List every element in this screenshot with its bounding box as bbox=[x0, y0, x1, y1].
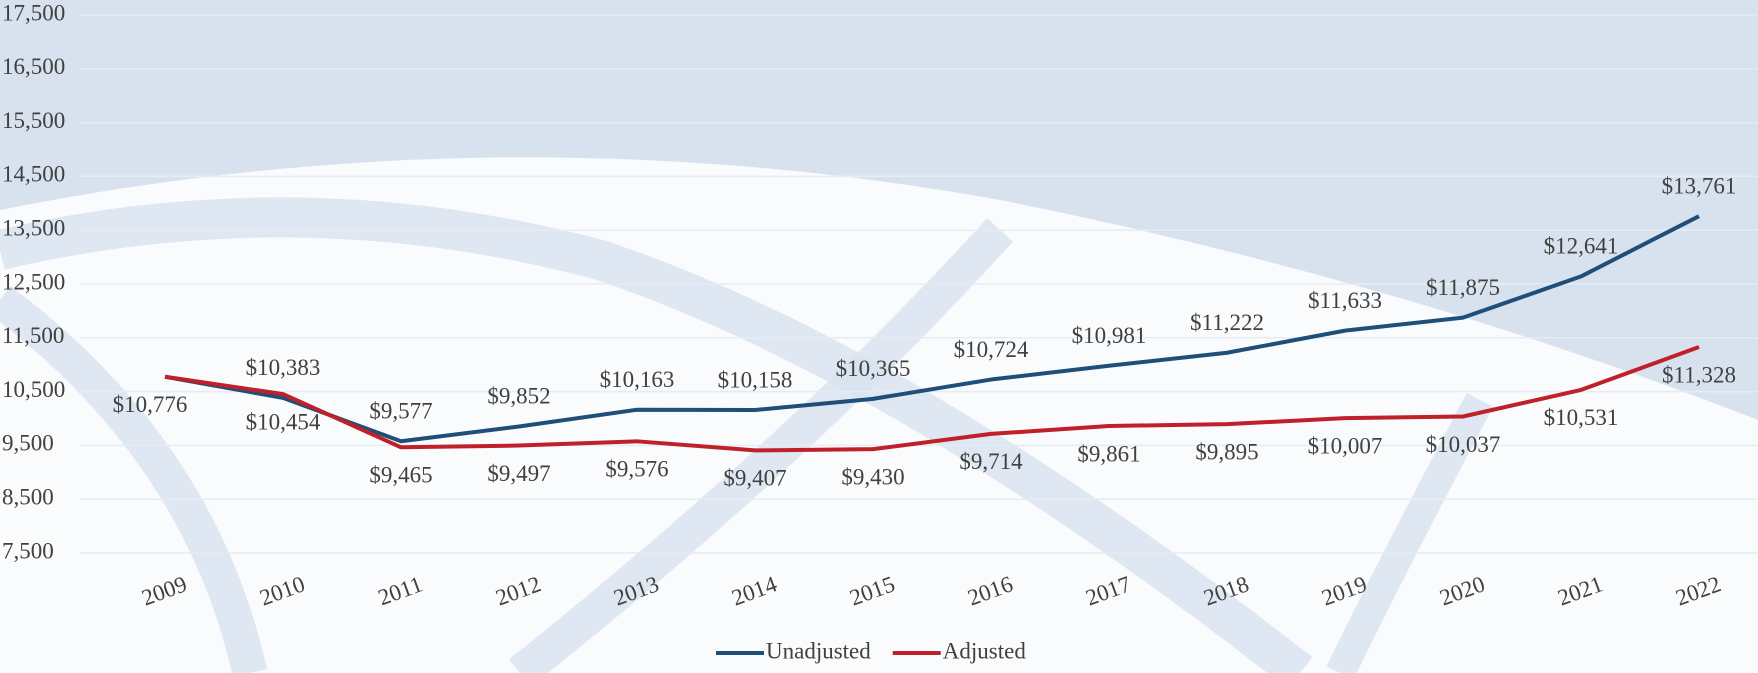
legend-label: Adjusted bbox=[943, 638, 1027, 663]
data-label: $10,037 bbox=[1426, 432, 1501, 457]
y-tick-label: 8,500 bbox=[2, 484, 54, 509]
background-arc bbox=[0, 197, 1313, 673]
data-label: $11,328 bbox=[1662, 362, 1736, 387]
background-arc bbox=[0, 286, 268, 673]
data-label: $10,158 bbox=[718, 367, 793, 392]
data-label: $11,222 bbox=[1190, 310, 1264, 335]
data-label: $9,861 bbox=[1077, 441, 1140, 466]
series-line bbox=[164, 214, 1700, 444]
y-tick-label: 12,500 bbox=[2, 269, 65, 294]
data-label: $9,497 bbox=[487, 461, 550, 486]
data-label: $13,761 bbox=[1662, 173, 1737, 198]
y-tick-label: 9,500 bbox=[2, 431, 54, 456]
data-label: $11,875 bbox=[1426, 275, 1500, 300]
data-label: $9,407 bbox=[723, 466, 786, 491]
data-label: $9,714 bbox=[959, 449, 1023, 474]
data-label: $9,430 bbox=[841, 464, 904, 489]
data-label: $9,852 bbox=[487, 384, 550, 409]
y-tick-label: 14,500 bbox=[2, 162, 65, 187]
data-label: $10,531 bbox=[1544, 405, 1619, 430]
data-label: $10,776 bbox=[113, 392, 188, 417]
y-tick-label: 16,500 bbox=[2, 54, 65, 79]
data-label: $10,007 bbox=[1308, 433, 1383, 458]
data-label: $10,454 bbox=[246, 409, 321, 434]
data-label: $10,383 bbox=[246, 355, 321, 380]
data-label: $10,981 bbox=[1072, 323, 1147, 348]
y-tick-label: 15,500 bbox=[2, 108, 65, 133]
background-arc bbox=[1326, 392, 1494, 673]
data-label: $10,163 bbox=[600, 367, 675, 392]
data-label: $10,724 bbox=[954, 337, 1029, 362]
y-tick-label: 7,500 bbox=[2, 538, 54, 563]
data-label: $12,641 bbox=[1544, 234, 1619, 259]
y-tick-label: 17,500 bbox=[2, 0, 65, 25]
y-tick-label: 10,500 bbox=[2, 377, 65, 402]
background-shape bbox=[0, 157, 1758, 673]
data-label: $10,365 bbox=[836, 356, 911, 381]
y-tick-label: 13,500 bbox=[2, 215, 65, 240]
y-tick-label: 11,500 bbox=[2, 323, 64, 348]
data-label: $9,577 bbox=[369, 399, 432, 424]
data-label: $9,895 bbox=[1195, 439, 1258, 464]
legend-label: Unadjusted bbox=[766, 638, 871, 663]
data-label: $9,465 bbox=[369, 463, 432, 488]
data-label: $11,633 bbox=[1308, 288, 1382, 313]
series-line bbox=[164, 345, 1700, 453]
data-label: $9,576 bbox=[605, 457, 668, 482]
